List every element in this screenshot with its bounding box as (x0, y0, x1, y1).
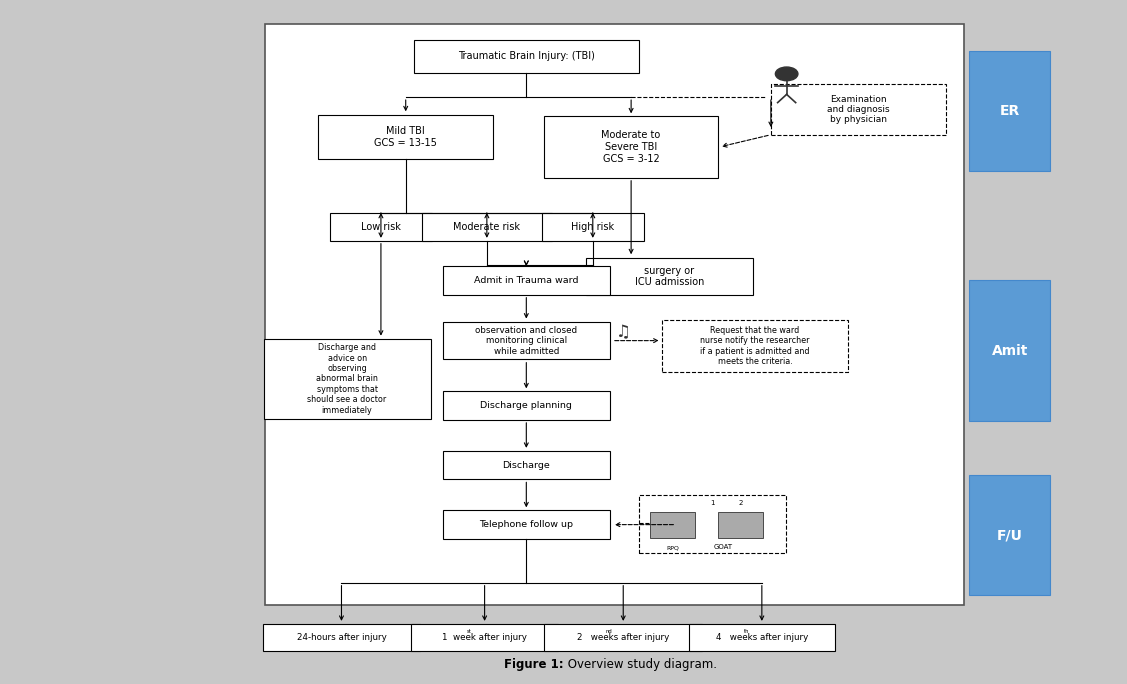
Text: ER: ER (1000, 104, 1020, 118)
Text: 2: 2 (738, 501, 743, 506)
Text: observation and closed
monitoring clinical
while admitted: observation and closed monitoring clinic… (476, 326, 577, 356)
Circle shape (775, 67, 798, 81)
Text: Overview study diagram.: Overview study diagram. (564, 658, 717, 672)
Text: Discharge planning: Discharge planning (480, 401, 573, 410)
FancyBboxPatch shape (319, 114, 494, 159)
FancyBboxPatch shape (443, 322, 610, 360)
FancyBboxPatch shape (544, 116, 719, 178)
FancyBboxPatch shape (544, 624, 702, 651)
FancyBboxPatch shape (330, 213, 432, 241)
Text: Moderate to
Severe TBI
GCS = 3-12: Moderate to Severe TBI GCS = 3-12 (602, 131, 660, 163)
FancyBboxPatch shape (969, 475, 1050, 595)
Text: F/U: F/U (997, 528, 1022, 542)
FancyBboxPatch shape (265, 24, 964, 605)
FancyBboxPatch shape (423, 213, 552, 241)
FancyBboxPatch shape (263, 624, 420, 651)
Text: Discharge: Discharge (503, 460, 550, 470)
Text: ♫: ♫ (615, 324, 631, 341)
Text: Figure 1:: Figure 1: (504, 658, 564, 672)
Text: 4   weeks after injury: 4 weeks after injury (716, 633, 808, 642)
Text: surgery or
ICU admission: surgery or ICU admission (635, 265, 704, 287)
Text: High risk: High risk (571, 222, 614, 232)
Text: th: th (744, 629, 749, 634)
Text: GOAT: GOAT (715, 544, 733, 550)
FancyBboxPatch shape (689, 624, 835, 651)
FancyBboxPatch shape (443, 510, 610, 539)
FancyBboxPatch shape (443, 266, 610, 295)
Text: 1  week after injury: 1 week after injury (442, 633, 527, 642)
FancyBboxPatch shape (663, 320, 849, 372)
FancyBboxPatch shape (414, 40, 639, 73)
Text: 24-hours after injury: 24-hours after injury (296, 633, 387, 642)
Text: Telephone follow up: Telephone follow up (479, 520, 574, 529)
Text: Request that the ward
nurse notify the researcher
if a patient is admitted and
m: Request that the ward nurse notify the r… (700, 326, 810, 366)
Text: Examination
and diagnosis
by physician: Examination and diagnosis by physician (827, 94, 890, 124)
Text: Amit: Amit (992, 343, 1028, 358)
FancyBboxPatch shape (443, 451, 610, 479)
FancyBboxPatch shape (639, 495, 786, 553)
FancyBboxPatch shape (411, 624, 558, 651)
FancyBboxPatch shape (969, 280, 1050, 421)
Text: st: st (467, 629, 471, 634)
FancyBboxPatch shape (443, 391, 610, 420)
Text: Moderate risk: Moderate risk (453, 222, 521, 232)
Text: Traumatic Brain Injury: (TBI): Traumatic Brain Injury: (TBI) (458, 51, 595, 61)
Text: Admit in Trauma ward: Admit in Trauma ward (474, 276, 578, 285)
FancyBboxPatch shape (264, 339, 431, 419)
FancyBboxPatch shape (542, 213, 644, 241)
Text: 1: 1 (710, 501, 715, 506)
Text: Discharge and
advice on
observing
abnormal brain
symptoms that
should see a doct: Discharge and advice on observing abnorm… (308, 343, 387, 415)
FancyBboxPatch shape (969, 51, 1050, 171)
FancyBboxPatch shape (650, 512, 695, 538)
Text: nd: nd (605, 629, 612, 634)
Text: 2   weeks after injury: 2 weeks after injury (577, 633, 669, 642)
FancyBboxPatch shape (586, 257, 753, 295)
Text: Mild TBI
GCS = 13-15: Mild TBI GCS = 13-15 (374, 126, 437, 148)
Text: RPQ: RPQ (666, 545, 680, 550)
FancyBboxPatch shape (718, 512, 763, 538)
FancyBboxPatch shape (771, 84, 947, 135)
Text: Low risk: Low risk (361, 222, 401, 232)
